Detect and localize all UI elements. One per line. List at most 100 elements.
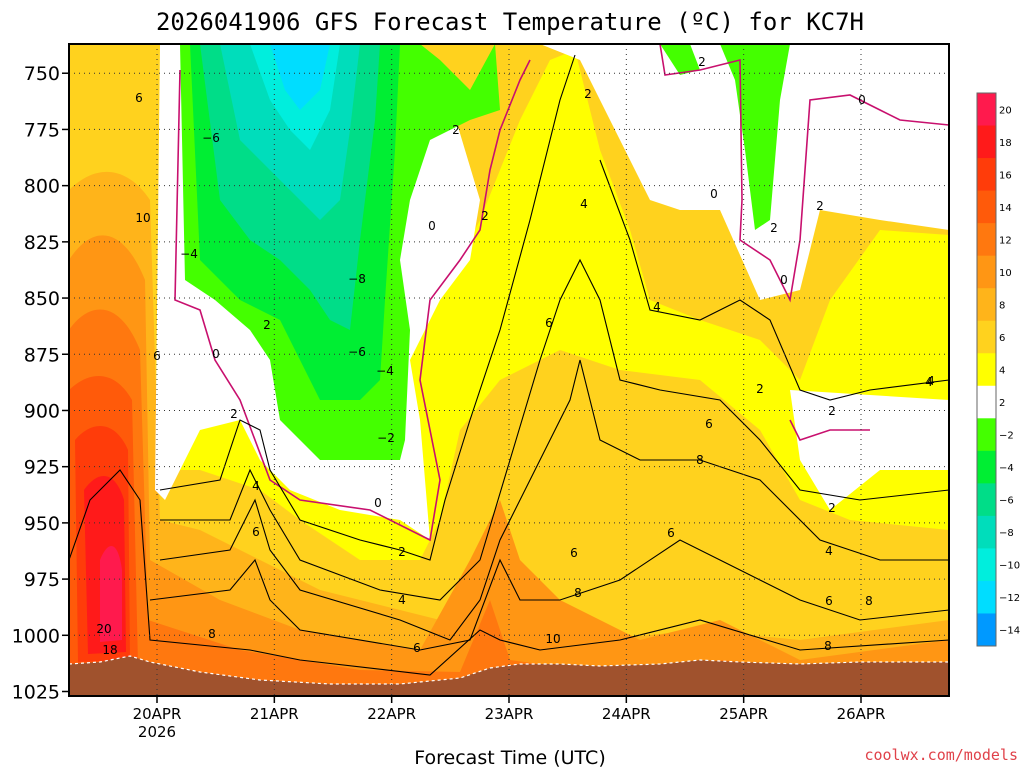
contour-label: 6 <box>667 526 675 540</box>
x-tick-label: 25APR <box>719 705 768 723</box>
y-tick-label: 750 <box>24 63 60 85</box>
credit-text: coolwx.com/models <box>864 746 1018 764</box>
contour-label: −6 <box>348 345 366 359</box>
contour-0-line <box>174 44 949 542</box>
contour-label: 6 <box>252 525 260 539</box>
warm-core-20 <box>100 546 122 642</box>
colorbar-tick-label: 12 <box>999 235 1012 246</box>
contour-label: 2 <box>828 404 836 418</box>
contour-label: 2 <box>452 123 460 137</box>
colorbar-swatch <box>977 125 996 159</box>
contour-label: 2 <box>828 501 836 515</box>
contour-label: 8 <box>824 639 832 653</box>
y-tick-label: 1000 <box>12 625 60 647</box>
contour-label: 0 <box>212 347 220 361</box>
colorbar-swatch <box>977 450 996 484</box>
contour-label: 2 <box>698 55 706 69</box>
contour-label: 6 <box>135 91 143 105</box>
contour-label: −6 <box>202 131 220 145</box>
contour-label: 2 <box>756 382 764 396</box>
y-tick-label: 1025 <box>12 682 60 704</box>
colorbar-swatch <box>977 385 996 419</box>
contour-label: 2 <box>584 87 592 101</box>
contour-label: −8 <box>348 272 366 286</box>
colorbar-tick-label: 8 <box>999 300 1005 311</box>
contour-label: 4 <box>252 479 260 493</box>
colorbar-tick-label: 6 <box>999 333 1005 344</box>
colorbar-swatch <box>977 580 996 614</box>
colorbar-tick-label: −10 <box>999 561 1020 572</box>
contour-6-line <box>159 359 949 641</box>
contour-label: 2 <box>816 199 824 213</box>
colorbar-tick-label: 16 <box>999 170 1012 181</box>
colorbar-swatch <box>977 613 996 647</box>
contour-labels: 61062018−6−4246802−8−6−4−202462026468102… <box>96 55 934 657</box>
y-tick-label: 825 <box>24 232 60 254</box>
colorbar-tick-label: 20 <box>999 105 1012 116</box>
colorbar-swatch <box>977 320 996 354</box>
colorbar-tick-label: −8 <box>999 528 1014 539</box>
contour-label: 4 <box>398 593 406 607</box>
contour-4-line <box>160 258 949 601</box>
colorbar-swatch <box>977 288 996 322</box>
contour-label: 8 <box>696 453 704 467</box>
colorbar-swatch <box>977 418 996 452</box>
contour-label: 20 <box>96 622 111 636</box>
colorbar-tick-label: −12 <box>999 593 1020 604</box>
contour-label: 0 <box>428 219 436 233</box>
warm-band-12-14 <box>69 309 949 696</box>
contour-label: 4 <box>925 375 933 389</box>
colorbar-frame <box>976 92 997 647</box>
colorbar-tick-label: 10 <box>999 268 1012 279</box>
contour-label: 0 <box>374 496 382 510</box>
x-tick-label: 22APR <box>367 705 416 723</box>
y-tick-label: 850 <box>24 288 60 310</box>
contour-label: 6 <box>570 546 578 560</box>
y-tick-label: 800 <box>24 176 60 198</box>
contour-label: 8 <box>208 627 216 641</box>
contour-label: 4 <box>825 544 833 558</box>
colorbar-swatch <box>977 190 996 224</box>
gridlines <box>69 44 949 696</box>
colorbar-swatch <box>977 353 996 387</box>
contour-label: 0 <box>858 93 866 107</box>
x-tick-label: 26APR <box>837 705 886 723</box>
contour-label: 10 <box>135 211 150 225</box>
chart-title: 2026041906 GFS Forecast Temperature (ºC)… <box>156 8 864 36</box>
colorbar-tick-label: −14 <box>999 626 1020 637</box>
contour-label: 6 <box>545 316 553 330</box>
contour-label: 6 <box>705 417 713 431</box>
colorbar-swatch <box>977 483 996 517</box>
contour-label: 4 <box>927 374 935 388</box>
contour-label: 0 <box>710 187 718 201</box>
contour-label: −2 <box>377 431 395 445</box>
contour-label: 2 <box>230 407 238 421</box>
x-year-label: 2026 <box>138 723 176 741</box>
colorbar-tick-label: 18 <box>999 138 1012 149</box>
y-tick-label: 900 <box>24 400 60 422</box>
colorbar-swatch <box>977 93 996 127</box>
colorbar-swatch <box>977 158 996 192</box>
x-tick-label: 24APR <box>602 705 651 723</box>
colorbar-tick-label: 4 <box>999 366 1005 377</box>
contour-10-line <box>69 469 949 676</box>
y-tick-label: 875 <box>24 344 60 366</box>
colorbar-swatch <box>977 548 996 582</box>
contour-label: 4 <box>653 300 661 314</box>
contour-label: −4 <box>180 247 198 261</box>
contour-label: 2 <box>398 545 406 559</box>
y-tick-label: 775 <box>24 119 60 141</box>
colorbar-tick-label: −4 <box>999 463 1014 474</box>
band-neg12-neg14 <box>270 44 330 110</box>
contour-label: 8 <box>865 594 873 608</box>
contour-label: −4 <box>376 364 394 378</box>
x-tick-label: 23APR <box>485 705 534 723</box>
contour-label: 0 <box>780 273 788 287</box>
y-tick-label: 925 <box>24 457 60 479</box>
contour-label: 2 <box>481 209 489 223</box>
x-tick-label: 21APR <box>250 705 299 723</box>
contour-label: 2 <box>263 318 271 332</box>
y-axis: 750 775 800 825 850 875 900 925 950 975 1000 1025 <box>12 63 69 704</box>
x-axis-label: Forecast Time (UTC) <box>414 747 605 768</box>
